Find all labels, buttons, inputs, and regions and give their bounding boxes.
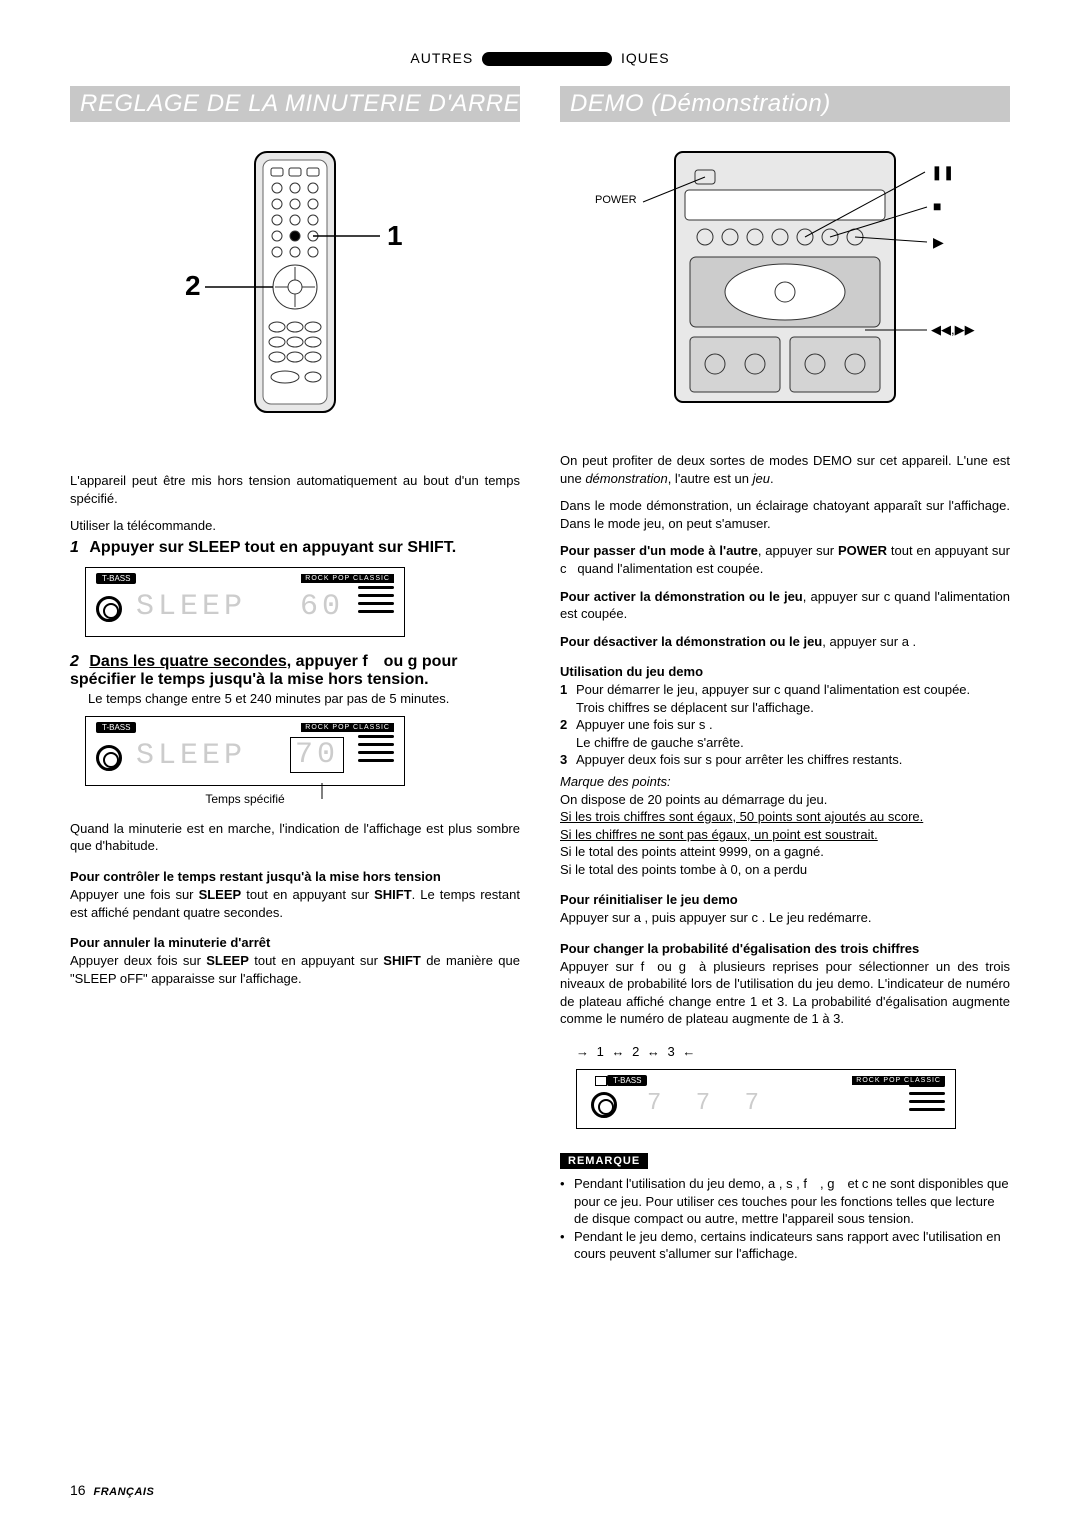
use-demo-heading: Utilisation du jeu demo (560, 664, 1010, 679)
demo-p3: Pour passer d'un mode à l'autre, appuyer… (560, 542, 1010, 577)
remarque-list: Pendant l'utilisation du jeu demo, a , s… (560, 1175, 1010, 1263)
left-column: REGLAGE DE LA MINUTERIE D'ARRET (70, 86, 520, 1262)
remote-callout-1: 1 (387, 220, 403, 252)
sleep-intro-1: L'appareil peut être mis hors tension au… (70, 472, 520, 507)
display1-num: 60 (300, 590, 344, 624)
remarque-badge: REMARQUE (560, 1153, 648, 1169)
score-l2: Si les chiffres ne sont pas égaux, un po… (560, 826, 1010, 844)
score-l4: Si le total des points tombe à 0, on a p… (560, 861, 1010, 879)
check-para: Appuyer une fois sur SLEEP tout en appuy… (70, 886, 520, 921)
step-1-number: 1 (70, 539, 79, 556)
sleep-timer-title: REGLAGE DE LA MINUTERIE D'ARRET (70, 86, 520, 122)
display-sleep-60: T-BASS ROCK POP CLASSIC SLEEP 60 (85, 567, 405, 637)
display3-text: 7 7 7 (647, 1090, 769, 1117)
score-l1: Si les trois chiffres sont égaux, 50 poi… (560, 808, 1010, 826)
power-label: POWER (595, 194, 637, 206)
remote-diagram: 1 2 (145, 142, 445, 442)
display-probability: T-BASS ROCK POP CLASSIC 7 7 7 (576, 1069, 956, 1129)
demo-title: DEMO (Démonstration) (560, 86, 1010, 122)
right-column: DEMO (Démonstration) (560, 86, 1010, 1262)
eq-badge: ROCK POP CLASSIC (301, 574, 394, 583)
demo-p1: On peut profiter de deux sortes de modes… (560, 452, 1010, 487)
step-2-underlined: Dans les quatre secondes, (89, 653, 291, 670)
page-section-header: AUTRES IQUES (70, 50, 1010, 66)
stereo-diagram: POWER ❚❚ ■ ▶ ◀◀,▶▶ (595, 142, 975, 422)
page-footer: 16 FRANÇAIS (70, 1482, 154, 1498)
header-redacted-bar (482, 52, 612, 66)
pause-icon: ❚❚ (931, 164, 954, 181)
step-1-text: Appuyer sur SLEEP tout en appuyant sur S… (89, 539, 456, 556)
display2-text: SLEEP (136, 739, 246, 773)
demo-p5: Pour désactiver la démonstration ou le j… (560, 633, 1010, 651)
display-sleep-70: T-BASS ROCK POP CLASSIC SLEEP 70 (85, 716, 405, 786)
tbass-badge-2: T-BASS (96, 722, 136, 733)
display2-caption: Temps spécifié (85, 792, 405, 806)
sleep-intro-2: Utiliser la télécommande. (70, 517, 520, 535)
tbass-badge: T-BASS (96, 573, 136, 584)
step-2: 2 Dans les quatre secondes, appuyer f ou… (70, 653, 520, 706)
footer-language: FRANÇAIS (93, 1486, 154, 1498)
step-2-note: Le temps change entre 5 et 240 minutes p… (88, 691, 520, 706)
prob-heading: Pour changer la probabilité d'égalisatio… (560, 941, 1010, 956)
sequence-arrows: → 1 ↔ 2 ↔ 3 ← (576, 1044, 1010, 1059)
display1-text: SLEEP (136, 590, 246, 624)
remote-callout-2: 2 (185, 270, 201, 302)
page-number: 16 (70, 1482, 86, 1498)
reset-p: Appuyer sur a , puis appuyer sur c . Le … (560, 909, 1010, 927)
demo-p2: Dans le mode démonstration, un éclairage… (560, 497, 1010, 532)
eq-badge-2: ROCK POP CLASSIC (301, 723, 394, 732)
rewind-forward-icon: ◀◀,▶▶ (931, 322, 975, 338)
score-l3: Si le total des points atteint 9999, on … (560, 843, 1010, 861)
step-2-number: 2 (70, 653, 79, 670)
tbass-badge-3: T-BASS (607, 1075, 647, 1086)
play-icon: ▶ (933, 234, 944, 251)
note-2: Pendant le jeu demo, certains indicateur… (574, 1228, 1010, 1263)
cancel-heading: Pour annuler la minuterie d'arrêt (70, 935, 520, 950)
dim-note: Quand la minuterie est en marche, l'indi… (70, 820, 520, 855)
stop-icon: ■ (933, 198, 941, 214)
demo-p4: Pour activer la démonstration ou le jeu,… (560, 588, 1010, 623)
step-1: 1 Appuyer sur SLEEP tout en appuyant sur… (70, 539, 520, 557)
use-demo-list: 1 Pour démarrer le jeu, appuyer sur c qu… (560, 681, 1010, 769)
reset-heading: Pour réinitialiser le jeu demo (560, 892, 1010, 907)
cancel-para: Appuyer deux fois sur SLEEP tout en appu… (70, 952, 520, 987)
header-left: AUTRES (410, 50, 473, 66)
display2-num: 70 (290, 737, 344, 773)
header-right: IQUES (621, 50, 670, 66)
prob-p: Appuyer sur f ou g à plusieurs reprises … (560, 958, 1010, 1028)
note-1: Pendant l'utilisation du jeu demo, a , s… (574, 1175, 1010, 1228)
check-heading: Pour contrôler le temps restant jusqu'à … (70, 869, 520, 884)
score-heading: Marque des points: (560, 773, 1010, 791)
score-l0: On dispose de 20 points au démarrage du … (560, 791, 1010, 809)
